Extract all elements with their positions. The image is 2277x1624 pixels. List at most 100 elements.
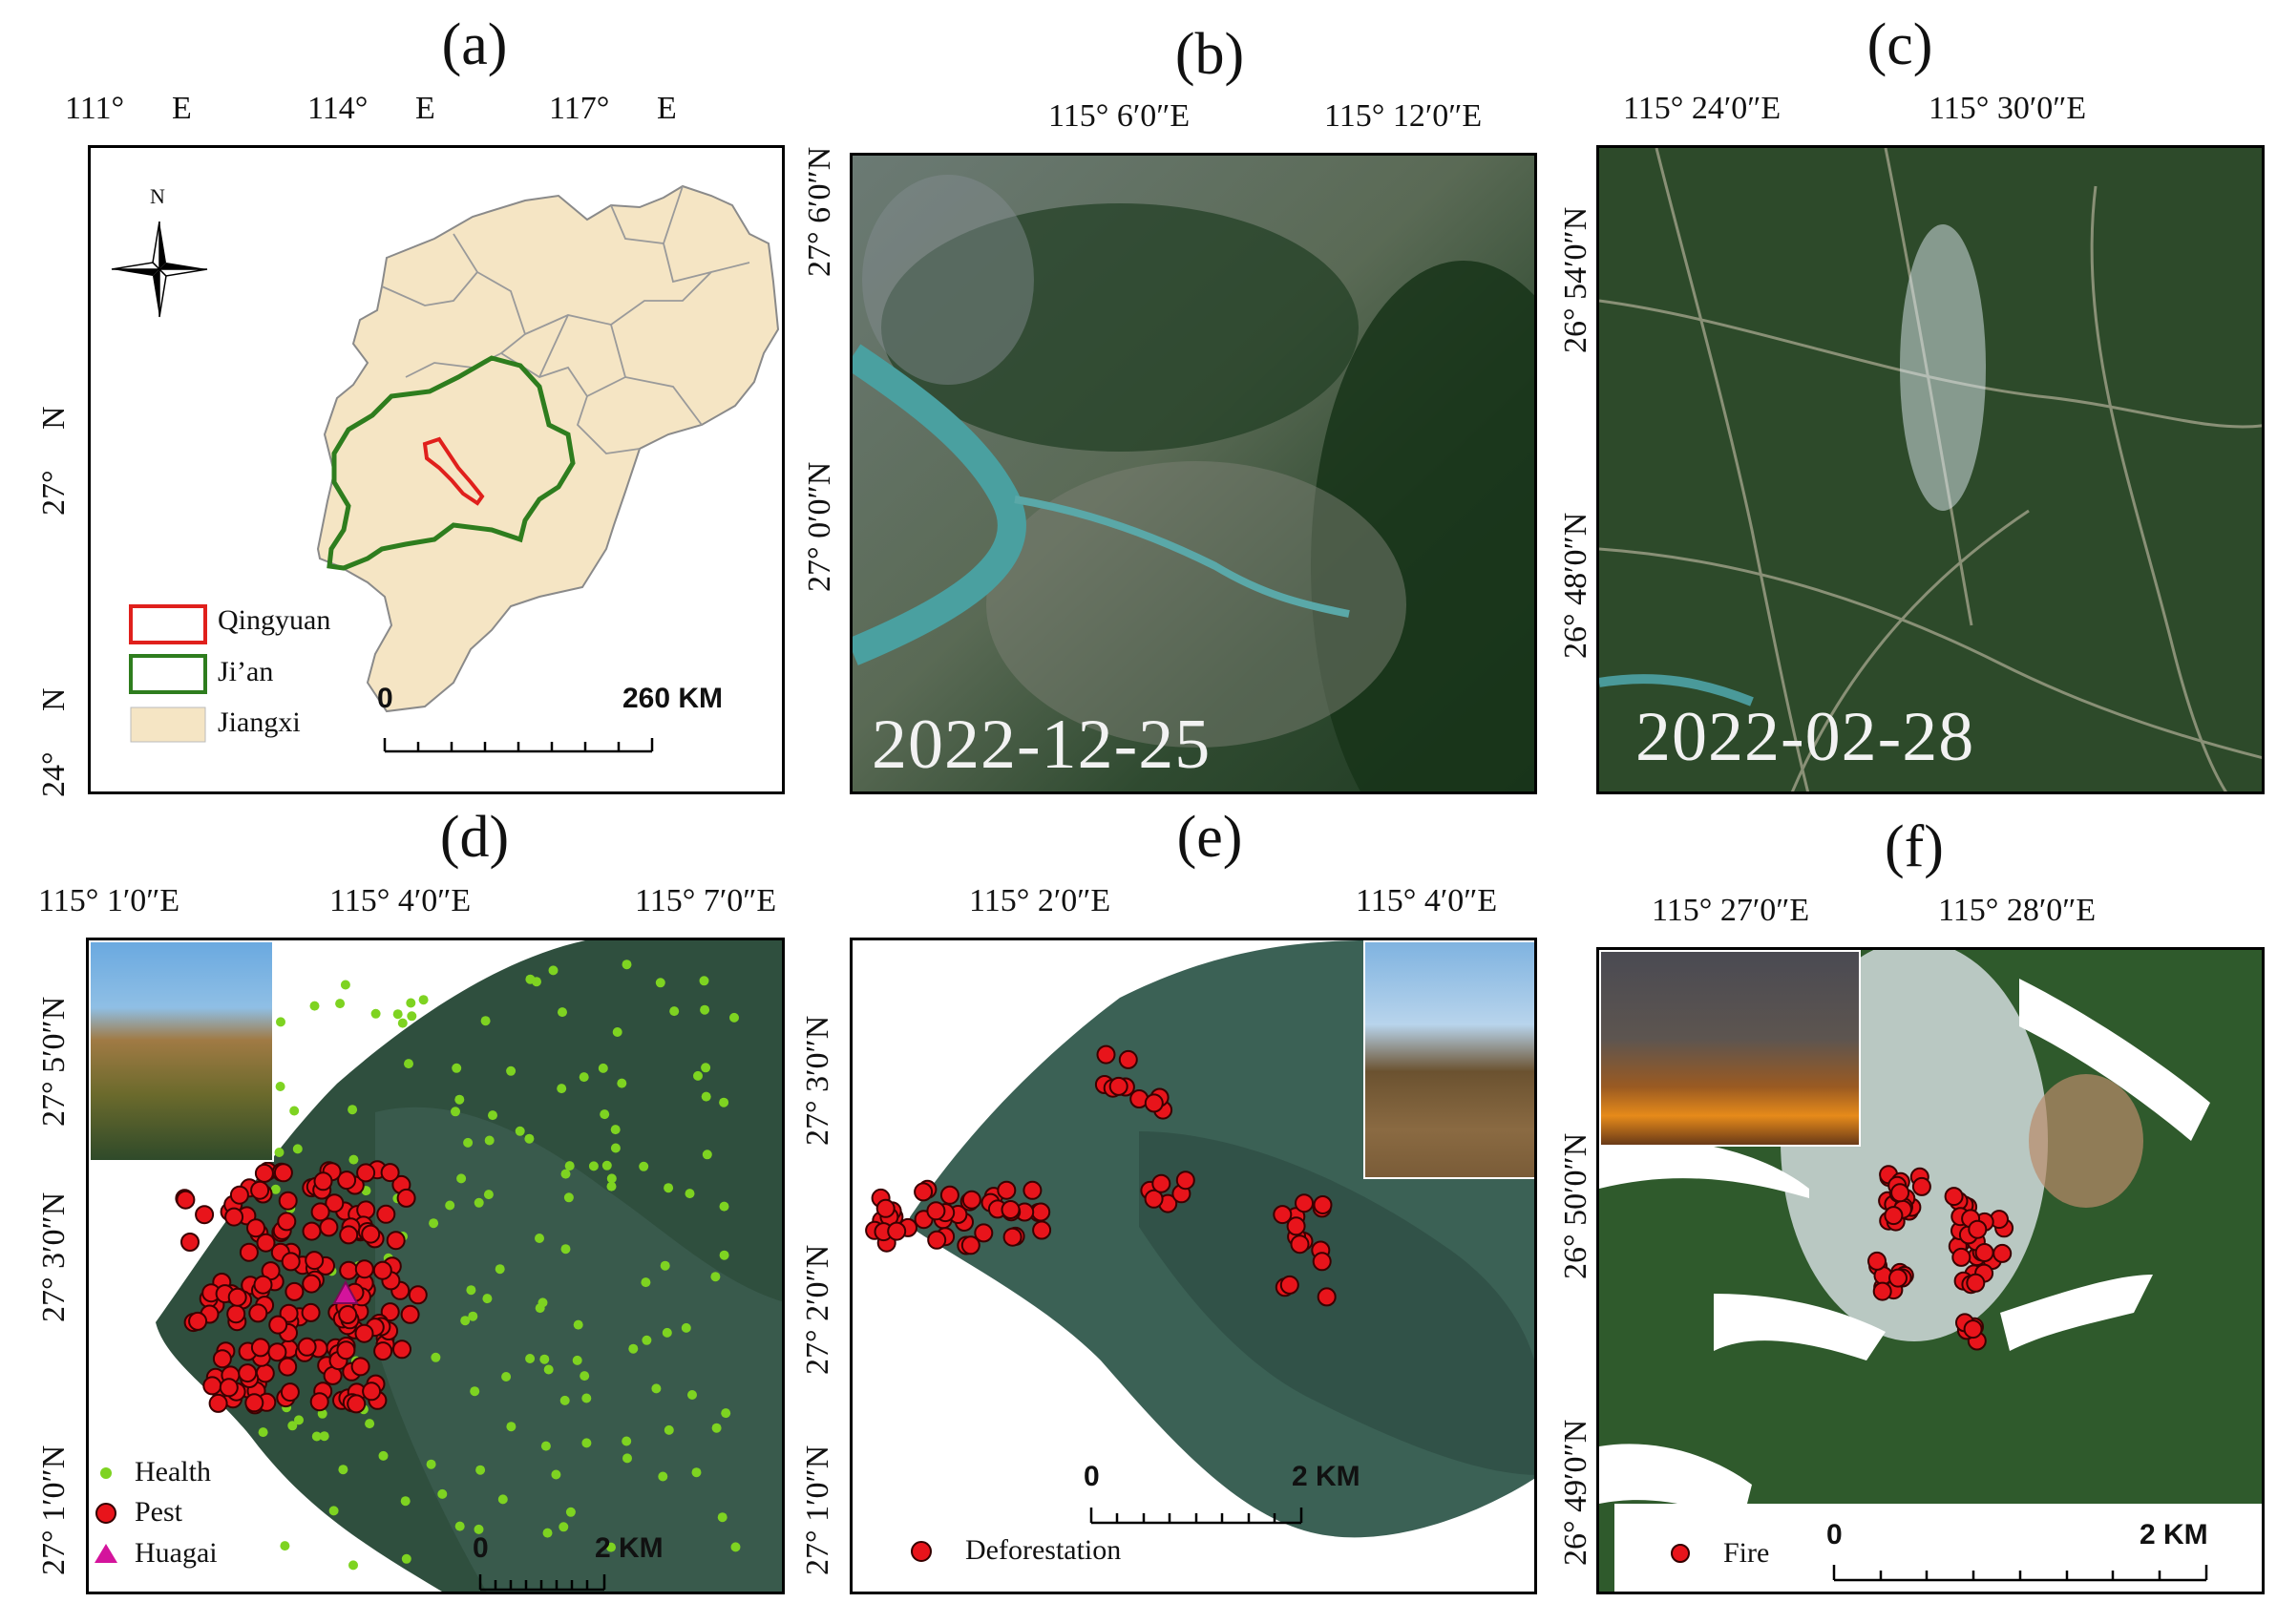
pest-point <box>280 1382 300 1403</box>
pest-point <box>347 1394 367 1414</box>
health-point <box>564 1161 575 1171</box>
health-point <box>542 1528 553 1538</box>
health-point <box>641 1277 651 1288</box>
legend-marker-pest <box>95 1503 116 1524</box>
pest-point <box>226 1304 246 1324</box>
pest-point <box>373 1341 393 1361</box>
health-point <box>639 1161 649 1171</box>
deforestation-point <box>875 1198 896 1218</box>
satellite-image-f: Fire 0 2 KM <box>1596 947 2265 1594</box>
fire-point <box>1992 1243 2013 1263</box>
health-point <box>483 1190 494 1200</box>
health-point <box>563 1192 574 1203</box>
pest-photo <box>89 940 274 1162</box>
health-point <box>719 1201 729 1212</box>
health-point <box>501 1372 512 1381</box>
deforestation-point <box>1175 1171 1195 1191</box>
panel-label-d: (d) <box>439 805 510 870</box>
health-point <box>404 1059 413 1069</box>
health-point <box>642 1335 652 1345</box>
health-point <box>581 1438 592 1448</box>
health-point <box>655 978 665 988</box>
pest-point <box>256 1233 276 1253</box>
health-point <box>289 1106 300 1116</box>
health-point <box>558 1007 567 1018</box>
pest-point <box>188 1311 208 1331</box>
health-point <box>651 1383 662 1394</box>
deforestation-point <box>926 1201 946 1221</box>
health-point <box>470 1386 480 1397</box>
lon-tick: 115° 1′0″E <box>38 883 180 918</box>
health-point <box>378 1450 389 1461</box>
pest-point <box>354 1259 374 1279</box>
lat-tick: 26° 48′0″N <box>1558 512 1593 659</box>
deforestation-point <box>960 1235 980 1255</box>
jiangxi-map <box>111 184 780 753</box>
scale-start-d: 0 <box>473 1532 489 1564</box>
pest-point <box>336 1340 356 1360</box>
lat-tick: 27° 3′0″N <box>36 1192 72 1322</box>
jiangxi-region <box>316 184 780 713</box>
lat-tick: 27° 0′0″N <box>802 461 837 592</box>
health-point <box>617 1078 627 1088</box>
lat-tick-dir: N <box>36 687 72 711</box>
health-point <box>572 1355 582 1365</box>
health-point <box>543 1364 554 1375</box>
pest-point <box>239 1242 259 1262</box>
panel-label-b: (b) <box>1174 22 1245 87</box>
lon-tick: 115° 28′0″E <box>1938 893 2097 928</box>
pest-point <box>338 1305 358 1324</box>
deforestation-point <box>1279 1275 1299 1295</box>
health-point <box>560 1169 571 1179</box>
health-point <box>539 1354 550 1364</box>
lon-tick: 115° 24′0″E <box>1623 91 1782 126</box>
legend-marker-huagai <box>95 1544 117 1563</box>
lat-tick-dir: N <box>36 406 72 430</box>
satellite-image-c: 2022-02-28 <box>1596 145 2265 794</box>
pest-point <box>386 1231 406 1251</box>
lat-tick: 27° 2′0″N <box>800 1244 835 1375</box>
health-point <box>598 1063 608 1073</box>
health-point <box>495 1264 505 1275</box>
fire-point <box>1888 1268 1908 1288</box>
health-point <box>691 1467 702 1478</box>
health-point <box>275 1082 285 1091</box>
legend-marker-deforestation <box>911 1541 932 1562</box>
health-point <box>497 1494 508 1505</box>
scale-start-e: 0 <box>1084 1461 1100 1492</box>
health-point <box>710 1272 721 1282</box>
health-point <box>484 1135 495 1146</box>
pest-point <box>356 1163 376 1183</box>
health-point <box>717 1512 727 1523</box>
legend-deforestation: Deforestation <box>965 1534 1122 1566</box>
pest-point <box>227 1287 247 1307</box>
pest-point <box>337 1171 357 1191</box>
pest-point <box>255 1363 275 1383</box>
pest-point <box>248 1303 268 1323</box>
lon-tick-dir: E <box>415 91 435 126</box>
health-point <box>468 1311 478 1321</box>
health-point <box>317 1408 327 1419</box>
deforestation-point <box>961 1190 981 1210</box>
lon-tick: 115° 4′0″E <box>329 883 472 918</box>
pest-point <box>361 1224 381 1244</box>
pest-point <box>285 1281 305 1301</box>
health-point <box>319 1431 329 1442</box>
health-point <box>610 1125 621 1135</box>
lon-tick: 115° 4′0″E <box>1356 883 1498 918</box>
health-point <box>730 1542 741 1552</box>
deforestation-point <box>997 1180 1017 1200</box>
health-point <box>664 1424 674 1435</box>
deforestation-point <box>1151 1173 1171 1193</box>
health-point <box>664 1183 674 1193</box>
lon-tick-dir: E <box>657 91 677 126</box>
health-point <box>280 1541 290 1551</box>
health-point <box>719 1250 729 1260</box>
health-point <box>456 1173 467 1184</box>
deforestation-point <box>1286 1216 1306 1236</box>
health-point <box>340 980 350 990</box>
pest-point <box>408 1285 428 1305</box>
jian-region <box>327 355 576 571</box>
health-point <box>338 1465 348 1475</box>
scale-end-f: 2 KM <box>2140 1519 2208 1550</box>
